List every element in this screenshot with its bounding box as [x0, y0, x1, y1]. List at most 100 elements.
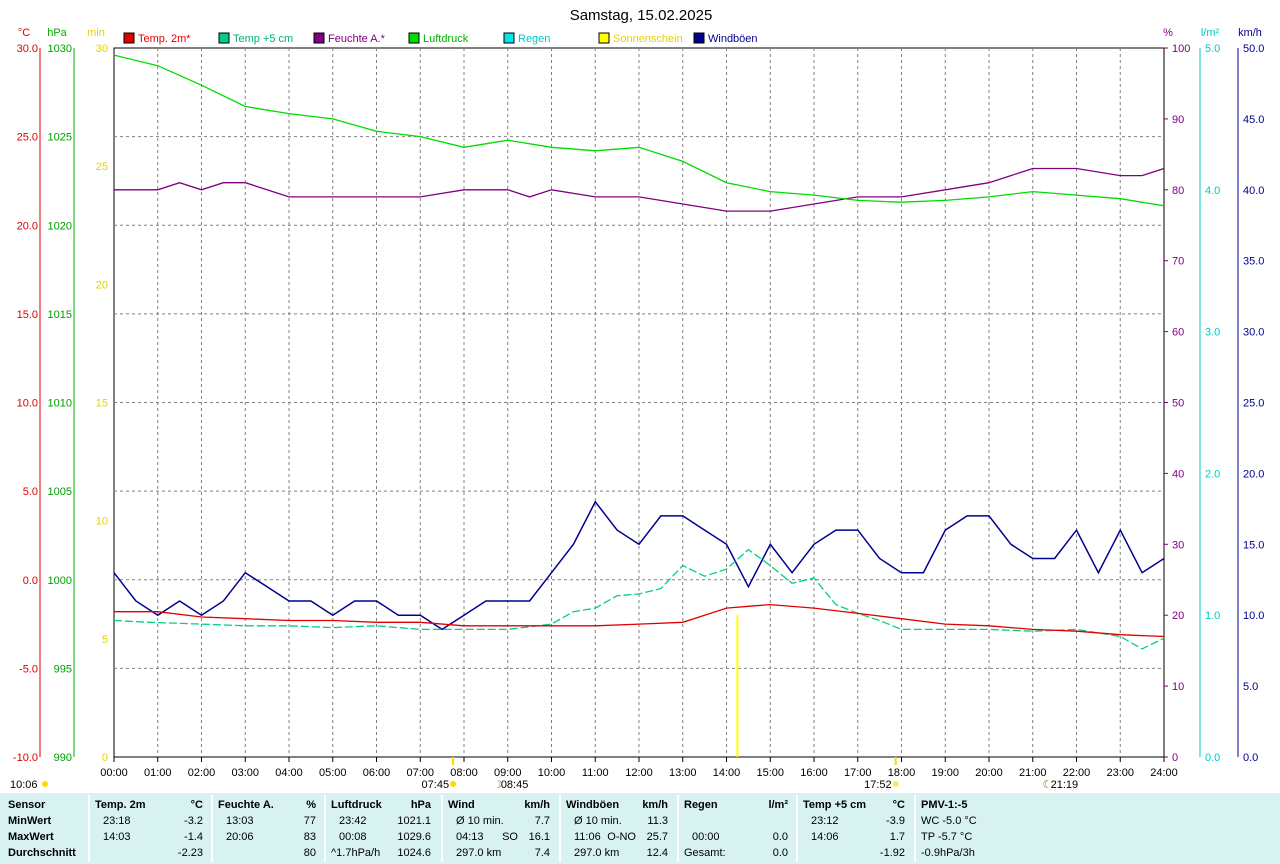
sun-moon-markers: 07:45 08:45☽ 17:52 21:19☾ 10:06 [10, 757, 1078, 791]
stats-cell-value: -2.23 [177, 847, 203, 859]
tick-label-wind: 35.0 [1243, 256, 1264, 268]
tick-label-humidity: 30 [1172, 539, 1184, 551]
legend-swatch-temp5cm [218, 32, 230, 44]
stats-cell-time: 23:12 [811, 815, 839, 827]
statistics-table: Sensor MinWert MaxWert Durchschnitt Temp. 2m… [0, 793, 1280, 864]
stats-cell: -0.9hPa/3h [921, 847, 975, 859]
x-tick-label: 12:00 [625, 767, 653, 779]
tick-label-humidity: 50 [1172, 398, 1184, 410]
tick-label-humidity: 90 [1172, 114, 1184, 126]
stats-unit: km/h [642, 799, 668, 811]
stats-cell-value: 0.0 [772, 847, 788, 859]
tick-label-rain: 3.0 [1205, 327, 1220, 339]
tick-label-temp: 30.0 [17, 43, 38, 55]
stats-cell: MaxWert [8, 831, 54, 843]
stats-cell-value: 16.1 [528, 831, 550, 843]
stats-cell-dir: O-NO [607, 831, 636, 843]
right-axes: % l/m² km/h10090807060504030201005.04.03.0… [1163, 27, 1264, 764]
humidity-line [114, 167, 1165, 212]
x-tick-label: 16:00 [800, 767, 828, 779]
stats-cell-time: 11:06 [574, 831, 601, 843]
tick-label-sun: 0 [102, 752, 108, 764]
stats-unit: % [306, 799, 316, 811]
stats-cell-value: 77 [303, 815, 316, 827]
tick-label-sun: 10 [96, 516, 108, 528]
legend-label-humidity: Feuchte A.* [328, 33, 386, 45]
tick-label-rain: 5.0 [1205, 43, 1220, 55]
tick-label-humidity: 10 [1172, 681, 1184, 693]
stats-unit: °C [190, 799, 203, 811]
stats-cell-value: 7.7 [534, 815, 550, 827]
stats-cell-value: 11.3 [647, 815, 668, 827]
tick-label-rain: 2.0 [1205, 468, 1220, 480]
stats-separator [677, 795, 679, 862]
sunrise-time: 07:45 [422, 779, 450, 791]
chart-title: Samstag, 15.02.2025 [570, 7, 713, 24]
stats-header: Temp. 2m [95, 799, 146, 811]
stats-unit: l/m² [768, 799, 788, 811]
moonset-time: 21:19 [1051, 779, 1079, 791]
stats-header: Windböen [566, 799, 620, 811]
sunset-icon [892, 781, 899, 787]
tick-label-temp: -10.0 [13, 752, 38, 764]
stats-column: Sensor MinWert MaxWert Durchschnitt [8, 793, 90, 864]
stats-column: Windböen km/h Ø 10 min. 11.3 11:06 O-NO 25.7 29… [566, 793, 672, 864]
stats-cell-time: 13:03 [226, 815, 254, 827]
legend-swatch-rain [503, 32, 515, 44]
x-tick-label: 21:00 [1019, 767, 1047, 779]
tick-label-humidity: 0 [1172, 752, 1178, 764]
corner-sun-icon [42, 781, 48, 787]
x-tick-label: 08:00 [450, 767, 478, 779]
sunrise-icon [450, 781, 457, 787]
legend-swatch-gust [693, 32, 705, 44]
tick-label-pressure: 1025 [48, 132, 72, 144]
x-tick-label: 10:00 [538, 767, 566, 779]
tick-label-wind: 40.0 [1243, 185, 1264, 197]
tick-label-wind: 15.0 [1243, 539, 1264, 551]
sunshine-bar [736, 615, 739, 757]
stats-column: Wind km/h Ø 10 min. 7.7 04:13 SO 16.1 297.0 km 7… [448, 793, 554, 864]
x-tick-label: 07:00 [406, 767, 434, 779]
x-tick-label: 17:00 [844, 767, 872, 779]
tick-label-wind: 5.0 [1243, 681, 1258, 693]
tick-label-rain: 0.0 [1205, 752, 1220, 764]
stats-cell-time: 14:03 [103, 831, 131, 843]
tick-label-wind: 30.0 [1243, 327, 1264, 339]
x-tick-label: 05:00 [319, 767, 347, 779]
temp5cm-line [113, 548, 1165, 650]
x-axis: 00:00 01:00 02:00 03:00 04:00 05:00 06:00 07:00… [100, 757, 1178, 779]
stats-column: Temp +5 cm °C 23:12 -3.9 14:06 1.7 -1.92 [803, 793, 909, 864]
stats-cell-time: 00:00 [692, 831, 720, 843]
wind-gust-line [113, 500, 1165, 631]
series-layer [113, 54, 1165, 757]
x-tick-label: 01:00 [144, 767, 172, 779]
tick-label-wind: 50.0 [1243, 43, 1264, 55]
stats-header: Sensor [8, 799, 46, 811]
legend-label-rain: Regen [518, 33, 550, 45]
stats-cell-time: 23:42 [339, 815, 367, 827]
stats-cell: Durchschnitt [8, 847, 76, 859]
tick-label-temp: 25.0 [17, 132, 38, 144]
tick-label-temp: 15.0 [17, 309, 38, 321]
moonrise-icon: ☽ [493, 779, 503, 791]
stats-cell-value: 1029.6 [397, 831, 431, 843]
stats-cell-time: 20:06 [226, 831, 254, 843]
stats-separator [211, 795, 213, 862]
tick-label-temp: 0.0 [23, 575, 38, 587]
tick-label-rain: 4.0 [1205, 185, 1220, 197]
tick-label-pressure: 1030 [48, 43, 72, 55]
tick-label-humidity: 40 [1172, 468, 1184, 480]
weather-chart: Samstag, 15.02.2025 Temp. 2m* Temp +5 cm F… [10, 7, 1264, 791]
pressure-line [113, 54, 1165, 207]
stats-header: Wind [448, 799, 475, 811]
stats-cell-value: 1.7 [889, 831, 905, 843]
tick-label-pressure: 995 [54, 663, 72, 675]
x-tick-label: 00:00 [100, 767, 128, 779]
axis-unit-rain: l/m² [1201, 27, 1220, 39]
stats-cell-time: 23:18 [103, 815, 131, 827]
grid [113, 47, 1165, 758]
x-tick-label: 22:00 [1063, 767, 1091, 779]
stats-cell-time: Ø 10 min. [456, 815, 504, 827]
stats-cell-time: 00:08 [339, 831, 367, 843]
x-tick-label: 24:00 [1150, 767, 1178, 779]
